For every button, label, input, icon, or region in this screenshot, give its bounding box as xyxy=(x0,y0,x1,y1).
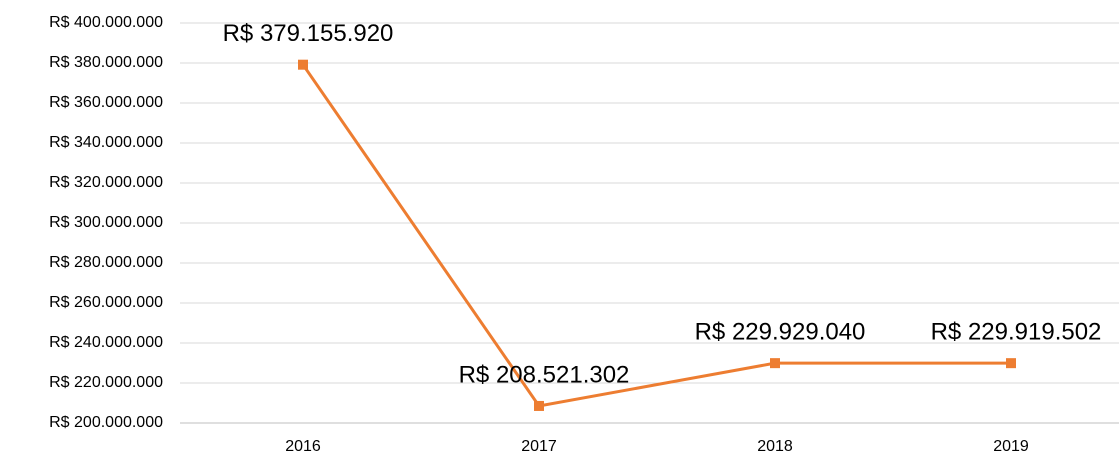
y-tick-label: R$ 400.000.000 xyxy=(49,14,163,31)
y-tick-label: R$ 200.000.000 xyxy=(49,414,163,431)
line xyxy=(301,63,1012,408)
y-tick-label: R$ 220.000.000 xyxy=(49,374,163,391)
x-tick-label: 2019 xyxy=(993,438,1029,455)
marker xyxy=(534,400,544,411)
y-tick-label: R$ 340.000.000 xyxy=(49,134,163,151)
y-tick-label: R$ 280.000.000 xyxy=(49,254,163,271)
x-tick-label: 2017 xyxy=(521,438,557,455)
y-tick-label: R$ 380.000.000 xyxy=(49,54,163,71)
y-tick-label: R$ 240.000.000 xyxy=(49,334,163,351)
marker xyxy=(1006,358,1016,369)
marker xyxy=(770,358,780,369)
marker xyxy=(298,59,308,70)
data-label: R$ 379.155.920 xyxy=(223,20,394,47)
x-tick-label: 2016 xyxy=(285,438,321,455)
y-tick-label: R$ 300.000.000 xyxy=(49,214,163,231)
y-tick-label: R$ 260.000.000 xyxy=(49,294,163,311)
data-label: R$ 208.521.302 xyxy=(459,361,630,388)
x-tick-label: 2018 xyxy=(757,438,793,455)
y-tick-label: R$ 320.000.000 xyxy=(49,174,163,191)
data-label: R$ 229.919.502 xyxy=(931,319,1102,346)
data-label: R$ 229.929.040 xyxy=(695,318,866,345)
y-tick-label: R$ 360.000.000 xyxy=(49,94,163,111)
